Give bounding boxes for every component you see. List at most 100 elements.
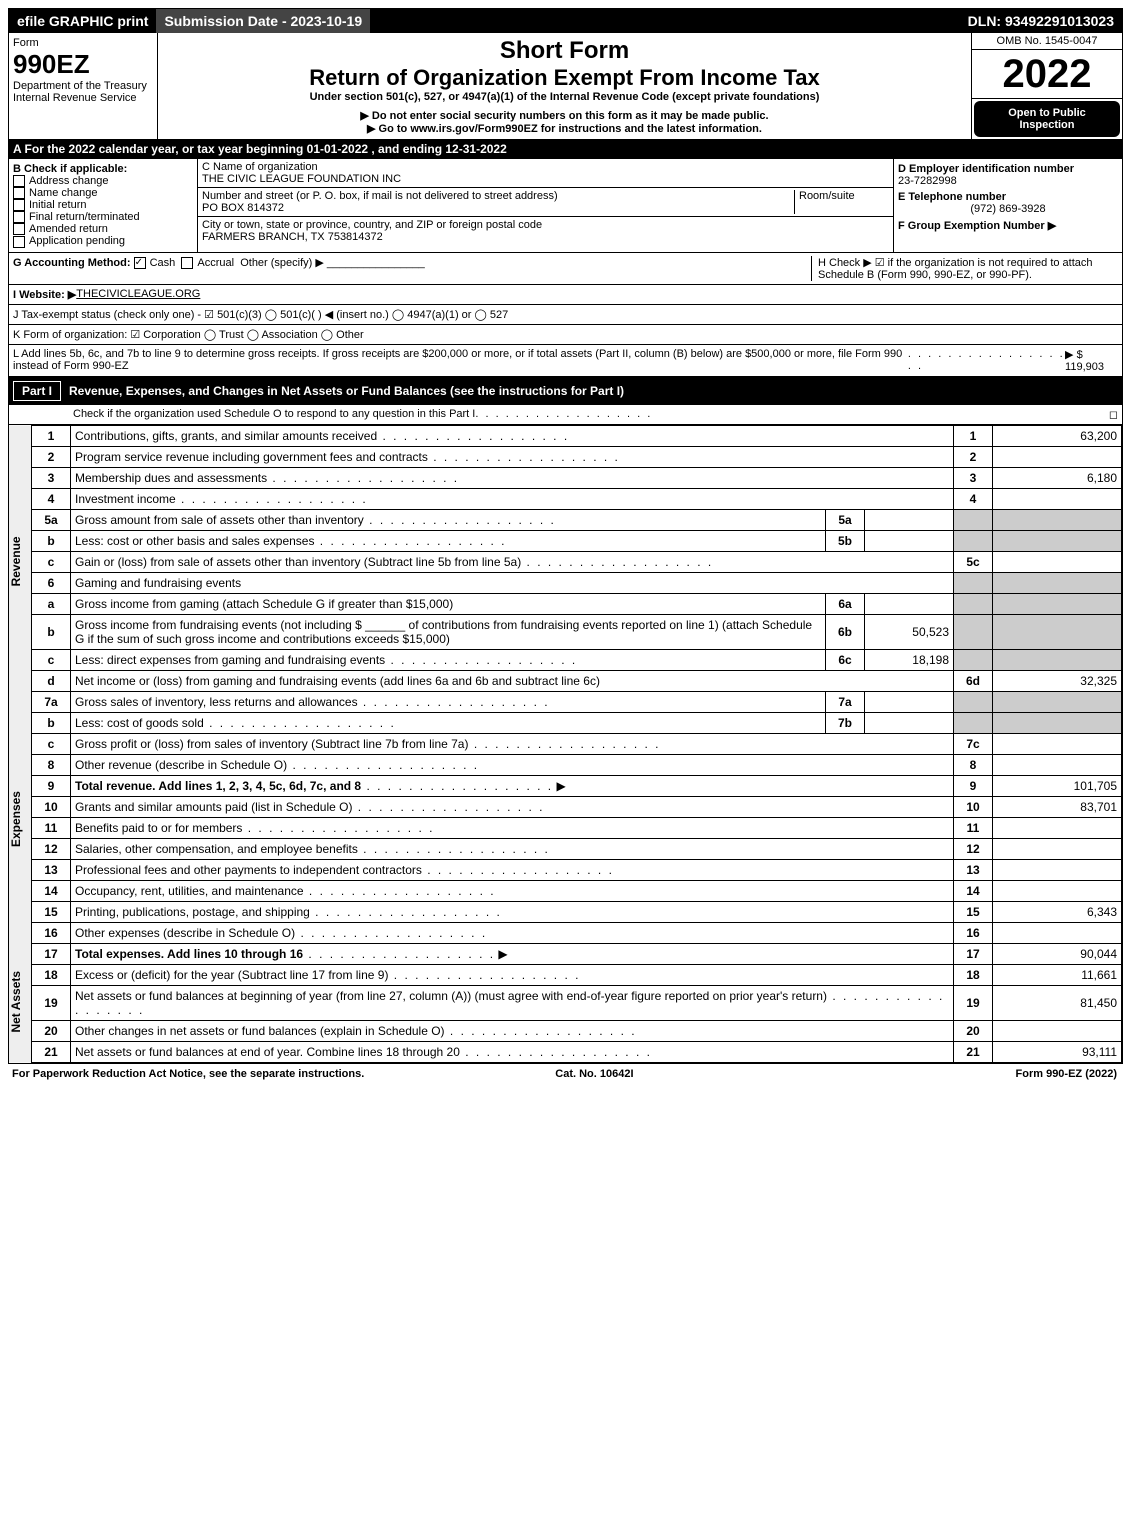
line-19: 19Net assets or fund balances at beginni… <box>32 985 1122 1020</box>
check-amended-return[interactable]: Amended return <box>13 223 193 235</box>
dln: DLN: 93492291013023 <box>960 9 1122 33</box>
c-block: C Name of organization THE CIVIC LEAGUE … <box>198 159 893 252</box>
top-bar: efile GRAPHIC print Submission Date - 20… <box>9 9 1122 33</box>
d-label: D Employer identification number <box>898 163 1118 175</box>
part1-title: Revenue, Expenses, and Changes in Net As… <box>69 384 624 398</box>
line-15: 15Printing, publications, postage, and s… <box>32 901 1122 922</box>
line-5a: 5aGross amount from sale of assets other… <box>32 509 1122 530</box>
subtitle: Under section 501(c), 527, or 4947(a)(1)… <box>162 91 967 103</box>
lines-wrapper: Revenue Expenses Net Assets 1Contributio… <box>9 425 1122 1063</box>
line-18: 18Excess or (deficit) for the year (Subt… <box>32 964 1122 985</box>
lines-table: 1Contributions, gifts, grants, and simil… <box>31 425 1122 1063</box>
line-10: 10Grants and similar amounts paid (list … <box>32 796 1122 817</box>
goto-link[interactable]: ▶ Go to www.irs.gov/Form990EZ for instru… <box>162 122 967 135</box>
line-16: 16Other expenses (describe in Schedule O… <box>32 922 1122 943</box>
org-name: THE CIVIC LEAGUE FOUNDATION INC <box>202 173 889 185</box>
line-6: 6Gaming and fundraising events <box>32 572 1122 593</box>
check-initial-return[interactable]: Initial return <box>13 199 193 211</box>
netassets-label: Net Assets <box>9 941 31 1063</box>
ssn-warning: ▶ Do not enter social security numbers o… <box>162 109 967 122</box>
line-6d: dNet income or (loss) from gaming and fu… <box>32 670 1122 691</box>
l-text: L Add lines 5b, 6c, and 7b to line 9 to … <box>13 348 908 373</box>
e-label: E Telephone number <box>898 191 1118 203</box>
line-6c: cLess: direct expenses from gaming and f… <box>32 649 1122 670</box>
dept-label: Department of the Treasury <box>13 80 153 92</box>
expenses-label: Expenses <box>9 698 31 941</box>
addr-label: Number and street (or P. O. box, if mail… <box>202 190 794 202</box>
header-left: Form 990EZ Department of the Treasury In… <box>9 33 158 139</box>
d-block: D Employer identification number 23-7282… <box>893 159 1122 252</box>
short-form-title: Short Form <box>162 37 967 65</box>
line-5b: bLess: cost or other basis and sales exp… <box>32 530 1122 551</box>
form-label: Form <box>13 37 153 49</box>
line-17: 17Total expenses. Add lines 10 through 1… <box>32 943 1122 964</box>
footer-left: For Paperwork Reduction Act Notice, see … <box>12 1068 364 1080</box>
section-a: A For the 2022 calendar year, or tax yea… <box>9 140 1122 159</box>
header-center: Short Form Return of Organization Exempt… <box>158 33 971 139</box>
header-right: OMB No. 1545-0047 2022 Open to Public In… <box>971 33 1122 139</box>
part1-check-row: Check if the organization used Schedule … <box>9 405 1122 425</box>
line-7a: 7aGross sales of inventory, less returns… <box>32 691 1122 712</box>
return-title: Return of Organization Exempt From Incom… <box>162 65 967 91</box>
line-20: 20Other changes in net assets or fund ba… <box>32 1020 1122 1041</box>
form-number: 990EZ <box>13 49 153 80</box>
l-row: L Add lines 5b, 6c, and 7b to line 9 to … <box>9 345 1122 377</box>
k-row: K Form of organization: ☑ Corporation ◯ … <box>9 325 1122 345</box>
city-label: City or town, state or province, country… <box>202 219 889 231</box>
phone: (972) 869-3928 <box>898 203 1118 215</box>
room-suite-label: Room/suite <box>794 190 889 214</box>
h-row: H Check ▶ ☑ if the organization is not r… <box>811 256 1118 281</box>
line-8: 8Other revenue (describe in Schedule O)8 <box>32 754 1122 775</box>
check-address-change[interactable]: Address change <box>13 175 193 187</box>
info-block: B Check if applicable: Address change Na… <box>9 159 1122 253</box>
line-12: 12Salaries, other compensation, and empl… <box>32 838 1122 859</box>
footer-right: Form 990-EZ (2022) <box>1016 1068 1117 1080</box>
ein: 23-7282998 <box>898 175 1118 187</box>
line-6b: bGross income from fundraising events (n… <box>32 614 1122 649</box>
line-13: 13Professional fees and other payments t… <box>32 859 1122 880</box>
line-5c: cGain or (loss) from sale of assets othe… <box>32 551 1122 572</box>
b-label: B Check if applicable: <box>13 163 193 175</box>
line-7c: cGross profit or (loss) from sales of in… <box>32 733 1122 754</box>
open-public-badge: Open to Public Inspection <box>974 101 1120 137</box>
line-4: 4Investment income4 <box>32 488 1122 509</box>
line-1: 1Contributions, gifts, grants, and simil… <box>32 425 1122 446</box>
form-header: Form 990EZ Department of the Treasury In… <box>9 33 1122 140</box>
g-label: G Accounting Method: <box>13 257 134 269</box>
website-link[interactable]: THECIVICLEAGUE.ORG <box>76 288 200 301</box>
form-container: efile GRAPHIC print Submission Date - 20… <box>8 8 1123 1064</box>
city: FARMERS BRANCH, TX 753814372 <box>202 231 889 243</box>
line-7b: bLess: cost of goods sold7b <box>32 712 1122 733</box>
line-6a: aGross income from gaming (attach Schedu… <box>32 593 1122 614</box>
part1-tab: Part I <box>13 381 61 401</box>
check-accrual[interactable] <box>181 257 193 269</box>
line-11: 11Benefits paid to or for members11 <box>32 817 1122 838</box>
check-name-change[interactable]: Name change <box>13 187 193 199</box>
footer: For Paperwork Reduction Act Notice, see … <box>8 1064 1121 1084</box>
revenue-label: Revenue <box>9 425 31 698</box>
check-application-pending[interactable]: Application pending <box>13 235 193 247</box>
i-row: I Website: ▶ THECIVICLEAGUE.ORG <box>9 285 1122 305</box>
submission-date: Submission Date - 2023-10-19 <box>156 9 370 33</box>
check-final-return[interactable]: Final return/terminated <box>13 211 193 223</box>
efile-graphic: efile GRAPHIC print <box>9 9 156 33</box>
line-2: 2Program service revenue including gover… <box>32 446 1122 467</box>
check-cash[interactable] <box>134 257 146 269</box>
i-label: I Website: ▶ <box>13 288 76 301</box>
part1-header: Part I Revenue, Expenses, and Changes in… <box>9 377 1122 405</box>
part1-checkbox[interactable]: ◻ <box>1109 408 1118 421</box>
c-label: C Name of organization <box>202 161 889 173</box>
footer-mid: Cat. No. 10642I <box>555 1068 633 1080</box>
omb-number: OMB No. 1545-0047 <box>972 33 1122 50</box>
irs-label: Internal Revenue Service <box>13 92 153 104</box>
line-9: 9Total revenue. Add lines 1, 2, 3, 4, 5c… <box>32 775 1122 796</box>
b-block: B Check if applicable: Address change Na… <box>9 159 198 252</box>
line-14: 14Occupancy, rent, utilities, and mainte… <box>32 880 1122 901</box>
part1-check-text: Check if the organization used Schedule … <box>73 408 475 421</box>
g-row: G Accounting Method: Cash Accrual Other … <box>9 253 1122 285</box>
line-3: 3Membership dues and assessments36,180 <box>32 467 1122 488</box>
l-amount: ▶ $ 119,903 <box>1065 348 1118 373</box>
f-label: F Group Exemption Number ▶ <box>898 219 1118 232</box>
addr: PO BOX 814372 <box>202 202 794 214</box>
line-21: 21Net assets or fund balances at end of … <box>32 1041 1122 1062</box>
